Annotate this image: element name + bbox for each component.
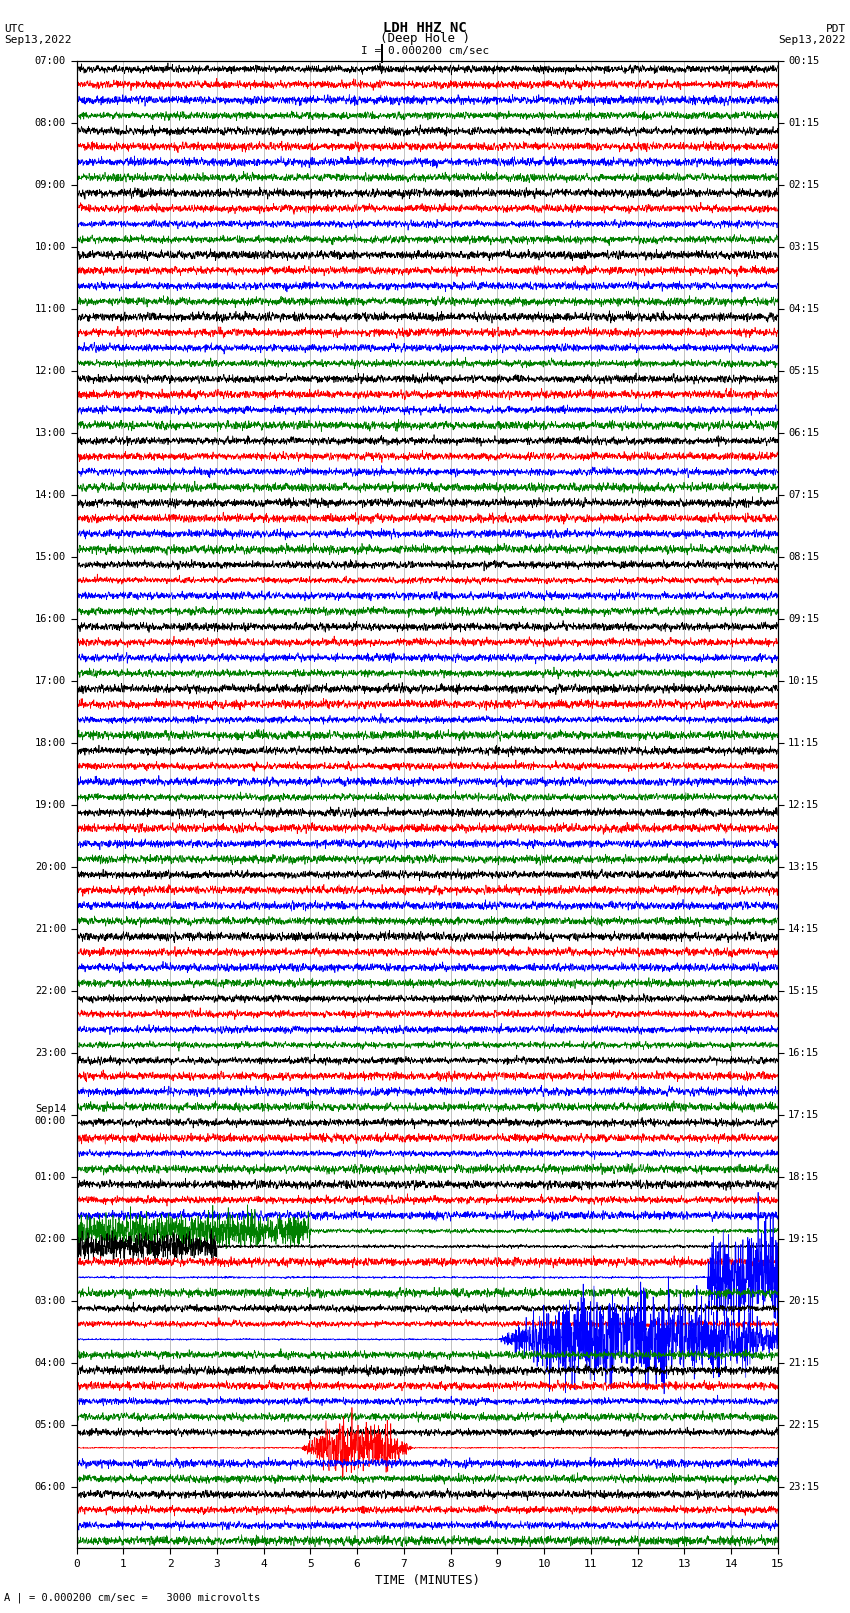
Text: Sep13,2022: Sep13,2022 bbox=[4, 35, 71, 45]
Text: A | = 0.000200 cm/sec =   3000 microvolts: A | = 0.000200 cm/sec = 3000 microvolts bbox=[4, 1592, 260, 1603]
Text: UTC: UTC bbox=[4, 24, 25, 34]
Text: Sep13,2022: Sep13,2022 bbox=[779, 35, 846, 45]
Text: (Deep Hole ): (Deep Hole ) bbox=[380, 32, 470, 45]
Text: LDH HHZ NC: LDH HHZ NC bbox=[383, 21, 467, 35]
X-axis label: TIME (MINUTES): TIME (MINUTES) bbox=[375, 1574, 479, 1587]
Text: PDT: PDT bbox=[825, 24, 846, 34]
Text: I = 0.000200 cm/sec: I = 0.000200 cm/sec bbox=[361, 47, 489, 56]
